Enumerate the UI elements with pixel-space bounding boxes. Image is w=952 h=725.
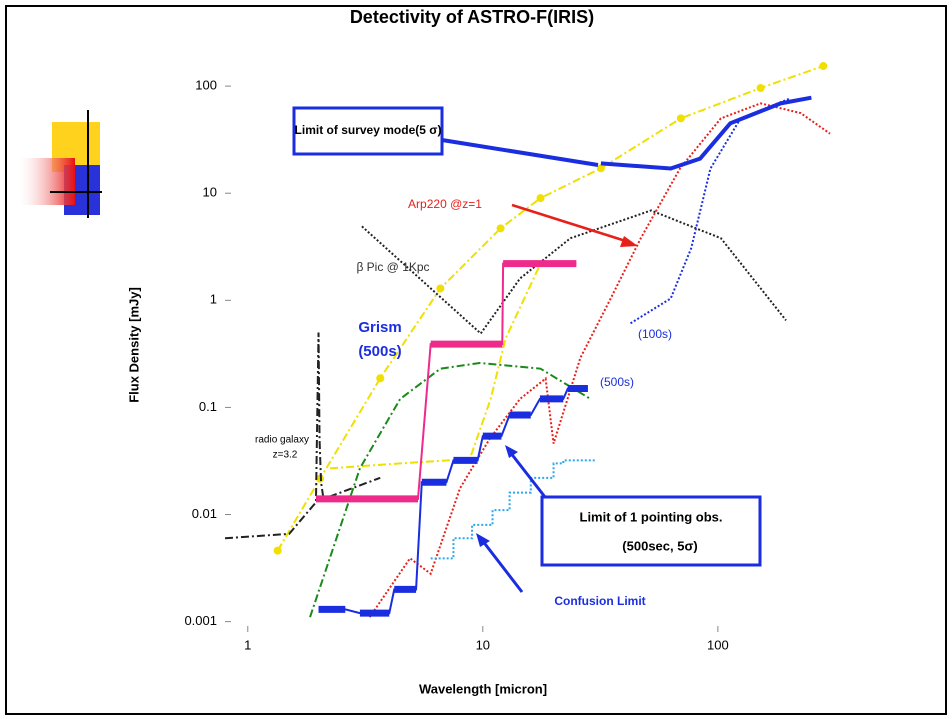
arrowhead (620, 236, 638, 247)
chart-title: Detectivity of ASTRO-F(IRIS) (350, 7, 594, 27)
point (756, 84, 765, 93)
annotation: (100s) (638, 327, 672, 341)
x-tick-label: 100 (707, 637, 729, 652)
y-tick-label: 0.1 (199, 399, 217, 414)
arrow (480, 539, 524, 593)
annotations: Limit of survey mode(5 σ) Arp220 @z=1 β … (255, 106, 762, 608)
annotation: (500s) (358, 343, 401, 360)
series-line (600, 95, 812, 171)
annotation-box (540, 495, 762, 567)
point (496, 224, 505, 233)
deco-square (20, 158, 75, 205)
y-tick-label: 1 (210, 292, 217, 307)
frame (5, 5, 947, 715)
annotation: z=3.2 (273, 450, 298, 461)
annotation-box (292, 106, 444, 156)
annotation: (500sec, 5σ) (622, 538, 697, 553)
annotation: Confusion Limit (554, 594, 645, 608)
arrow (508, 451, 547, 498)
annotation: radio galaxy (255, 435, 309, 446)
series-line (315, 262, 577, 500)
x-tick-label: 10 (476, 637, 490, 652)
point (596, 164, 605, 173)
y-tick-label: 100 (195, 78, 217, 93)
point (376, 374, 385, 383)
y-tick-label: 10 (203, 185, 217, 200)
annotation: Arp220 @z=1 (408, 197, 482, 211)
series-line (330, 263, 542, 470)
series-line (430, 459, 595, 560)
point (819, 62, 828, 71)
plot: 0.001 0.01 0.1 1 10 100 1 10 100 (184, 62, 831, 652)
point (273, 546, 282, 555)
arrow (511, 203, 633, 245)
series-line (309, 361, 591, 618)
point (536, 194, 545, 203)
arrowhead (505, 445, 518, 458)
x-axis-label: Wavelength [micron] (419, 681, 547, 696)
annotation: Grism (358, 319, 401, 336)
arrowhead (476, 533, 490, 547)
y-tick-label: 0.001 (184, 613, 217, 628)
series-line (361, 209, 787, 335)
y-tick-label: 0.01 (192, 506, 217, 521)
x-tick-label: 1 (244, 637, 251, 652)
point (676, 114, 685, 123)
series-line (276, 65, 824, 552)
arrow (441, 138, 599, 167)
annotation: Limit of survey mode(5 σ) (295, 123, 442, 137)
point (436, 284, 445, 293)
annotation: (500s) (600, 375, 634, 389)
y-axis-label: Flux Density [mJy] (126, 287, 141, 403)
annotation: Limit of 1 pointing obs. (580, 509, 723, 524)
annotation: β Pic @ 1Kpc (356, 260, 429, 274)
